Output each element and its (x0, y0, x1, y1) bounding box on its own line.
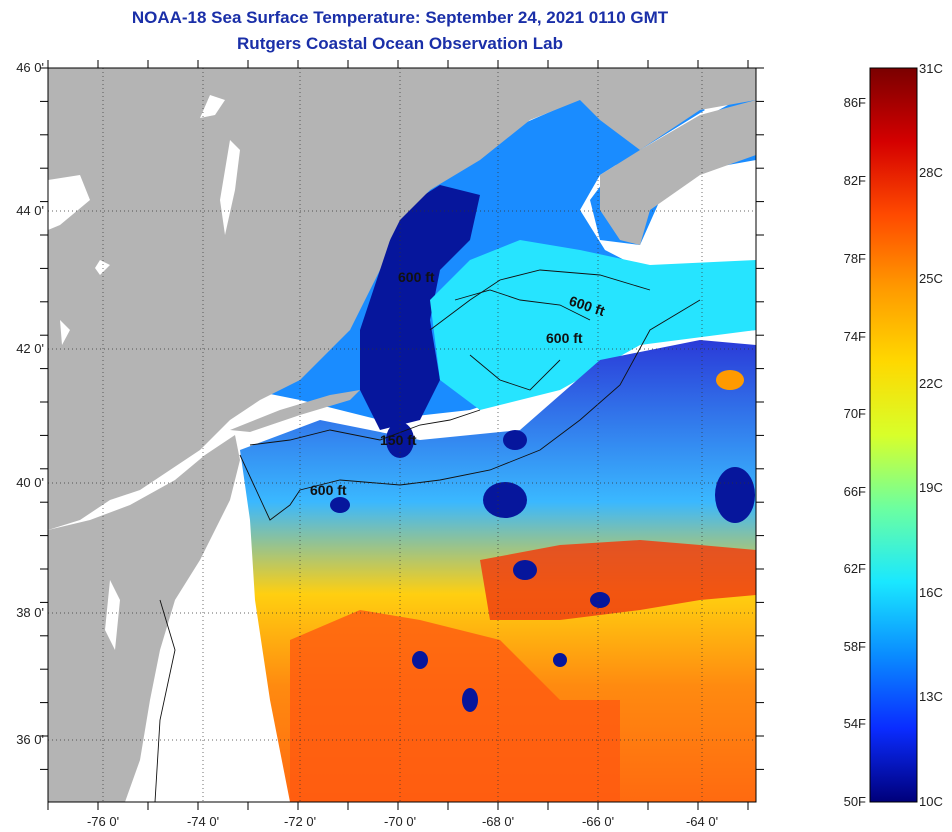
fahrenheit-label: 66F (844, 484, 866, 499)
lat-label: 38 0' (16, 605, 44, 620)
bathymetry-contours (154, 269, 701, 802)
colorbar-f-labels: 86F 82F 78F 74F 70F 66F 62F 58F 54F 50F (844, 95, 866, 809)
contour-label: 600 ft (398, 269, 435, 285)
lat-label: 40 0' (16, 475, 44, 490)
contour-label: 150 ft (380, 432, 417, 448)
lat-label: 44 0' (16, 203, 44, 218)
colorbar-c-labels: 31C 28C 25C 22C 19C 16C 13C 10C (919, 61, 943, 809)
mid-atlantic-land (48, 435, 240, 802)
colorbar (869, 67, 918, 803)
contour-label: 600 ft (310, 482, 347, 498)
lon-label: -72 0' (284, 814, 316, 829)
lat-labels: 46 0' 44 0' 42 0' 40 0' 38 0' 36 0' (16, 60, 44, 747)
lon-label: -70 0' (384, 814, 416, 829)
lat-label: 36 0' (16, 732, 44, 747)
lat-label: 42 0' (16, 341, 44, 356)
lakes (48, 95, 240, 650)
contour-label: 600 ft (546, 330, 583, 346)
fahrenheit-label: 78F (844, 251, 866, 266)
map-body (48, 68, 756, 802)
lon-label: -76 0' (87, 814, 119, 829)
nova-scotia-land (600, 100, 756, 245)
celsius-label: 19C (919, 480, 943, 495)
celsius-label: 13C (919, 689, 943, 704)
fahrenheit-label: 62F (844, 561, 866, 576)
axis-ticks (40, 60, 764, 810)
fahrenheit-label: 54F (844, 716, 866, 731)
cloud-patches (330, 370, 755, 712)
celsius-label: 28C (919, 165, 943, 180)
cyan-shelf (430, 240, 756, 410)
lon-label: -68 0' (482, 814, 514, 829)
fahrenheit-label: 58F (844, 639, 866, 654)
contour-label-group: 600 ft 600 ft 150 ft 600 ft 600 ft (310, 269, 607, 498)
long-island (230, 390, 360, 432)
lon-label: -64 0' (686, 814, 718, 829)
map-title: NOAA-18 Sea Surface Temperature: Septemb… (131, 8, 669, 27)
celsius-label: 31C (919, 61, 943, 76)
lat-label: 46 0' (16, 60, 44, 75)
southern-hot-zone (290, 610, 620, 802)
celsius-label: 10C (919, 794, 943, 809)
fahrenheit-label: 82F (844, 173, 866, 188)
fahrenheit-label: 50F (844, 794, 866, 809)
fahrenheit-label: 86F (844, 95, 866, 110)
lon-label: -74 0' (187, 814, 219, 829)
fahrenheit-label: 74F (844, 329, 866, 344)
gulf-stream-core (480, 540, 756, 620)
celsius-label: 16C (919, 585, 943, 600)
map-subtitle: Rutgers Coastal Ocean Observation Lab (237, 34, 563, 53)
lon-labels: -76 0' -74 0' -72 0' -70 0' -68 0' -66 0… (87, 814, 718, 829)
lon-label: -66 0' (582, 814, 614, 829)
deep-cold-core (360, 185, 480, 430)
fahrenheit-label: 70F (844, 406, 866, 421)
celsius-label: 22C (919, 376, 943, 391)
celsius-label: 25C (919, 271, 943, 286)
